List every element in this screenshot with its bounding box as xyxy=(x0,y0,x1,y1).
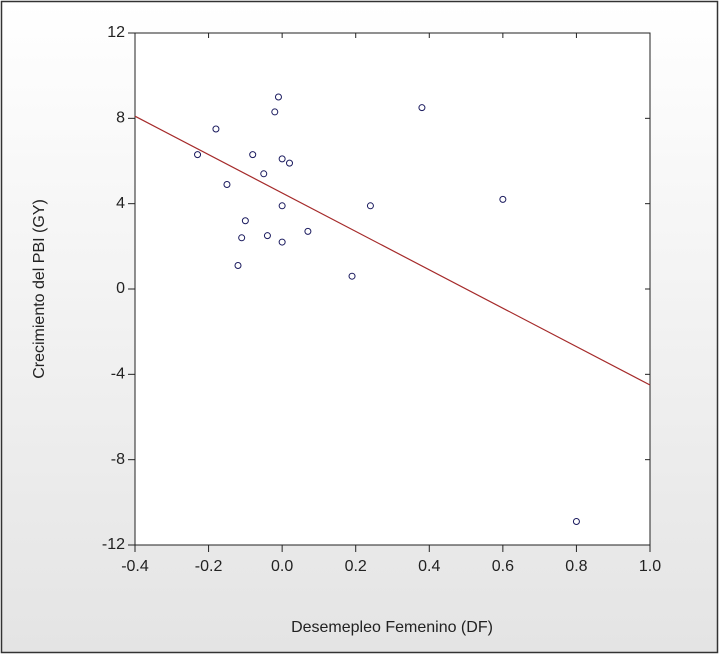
point xyxy=(278,155,286,163)
y-tick-label: 0 xyxy=(116,280,125,297)
point xyxy=(212,125,220,133)
point xyxy=(278,202,286,210)
point xyxy=(286,159,293,167)
y-tick-label: -4 xyxy=(111,366,125,383)
x-tick-label: 0.2 xyxy=(345,558,367,575)
point xyxy=(572,518,580,526)
y-axis-label: Crecimiento del PBI (GY) xyxy=(31,199,48,379)
x-tick-label: 0.8 xyxy=(565,558,587,575)
point xyxy=(234,262,242,270)
point xyxy=(274,93,282,101)
x-tick-label: 0.0 xyxy=(271,558,293,575)
point xyxy=(304,227,312,235)
point xyxy=(238,234,246,242)
point xyxy=(260,170,268,178)
x-tick-label: -0.4 xyxy=(121,558,149,575)
y-tick-label: 12 xyxy=(107,24,125,41)
point xyxy=(241,217,249,225)
point xyxy=(348,272,356,280)
point xyxy=(271,108,279,116)
x-tick-label: 0.6 xyxy=(492,558,514,575)
plot-area xyxy=(134,32,651,546)
y-tick-label: 4 xyxy=(116,195,125,212)
point xyxy=(194,151,202,159)
point xyxy=(223,180,231,188)
y-tick-label: 8 xyxy=(116,110,125,127)
point xyxy=(418,104,426,112)
point xyxy=(366,202,374,210)
x-axis-label: Desemepleo Femenino (DF) xyxy=(291,619,493,636)
point xyxy=(249,151,257,159)
fit-line xyxy=(134,115,651,386)
point xyxy=(278,238,286,246)
x-tick-label: 0.4 xyxy=(418,558,440,575)
y-tick-label: -8 xyxy=(111,451,125,468)
y-tick-label: -12 xyxy=(102,536,125,553)
point xyxy=(499,195,507,203)
point xyxy=(263,232,271,240)
x-tick-label: 1.0 xyxy=(639,558,661,575)
x-tick-label: -0.2 xyxy=(195,558,223,575)
